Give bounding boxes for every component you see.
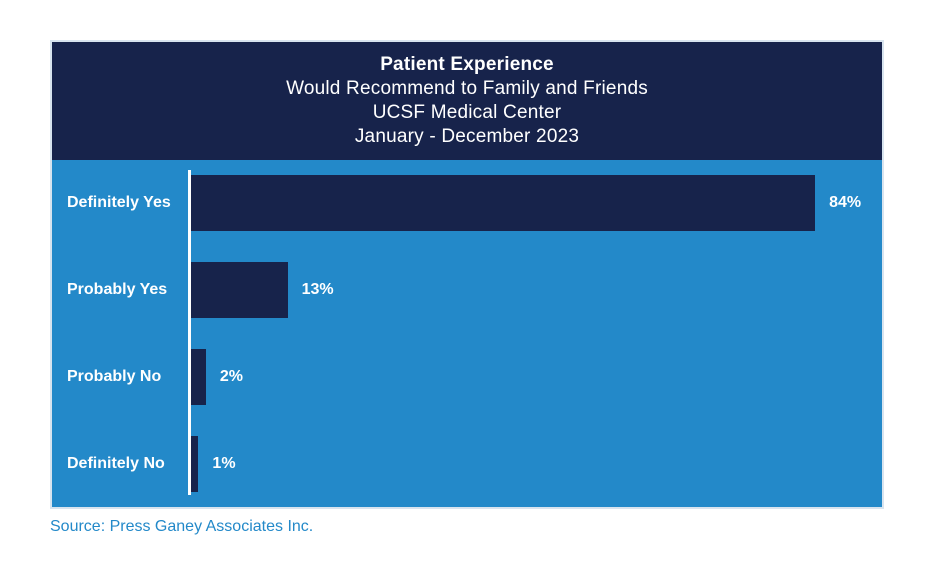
chart-row: Definitely No 1% — [52, 420, 882, 507]
plot-area: Definitely Yes 84% Probably Yes 13% Probably… — [52, 160, 882, 507]
category-label: Probably No — [67, 367, 162, 385]
chart-subtitle-3: January - December 2023 — [354, 126, 580, 147]
source-caption: Source: Press Ganey Associates Inc. — [50, 518, 314, 535]
bar — [191, 348, 206, 405]
bar-area: 2% — [191, 348, 882, 405]
category-label: Probably Yes — [67, 281, 168, 299]
bar-area: 1% — [191, 435, 882, 492]
category-label: Definitely No — [67, 454, 165, 472]
chart-row: Definitely Yes 84% — [52, 160, 882, 247]
value-label: 13% — [301, 281, 334, 299]
bar — [191, 262, 288, 319]
chart-subtitle-2: UCSF Medical Center — [372, 102, 562, 123]
value-label: 2% — [219, 367, 243, 385]
chart-block: Patient Experience Would Recommend to Fa… — [50, 40, 884, 509]
chart-row: Probably No 2% — [52, 334, 882, 421]
value-label: 84% — [829, 194, 862, 212]
bar — [191, 175, 816, 232]
category-label: Definitely Yes — [67, 194, 171, 212]
bar — [191, 435, 199, 492]
chart-title: Patient Experience — [380, 54, 554, 75]
value-label: 1% — [212, 454, 236, 472]
bar-rows: Definitely Yes 84% Probably Yes 13% Probably… — [52, 160, 882, 507]
chart-subtitle-1: Would Recommend to Family and Friends — [286, 78, 648, 99]
y-axis-line — [188, 170, 191, 495]
chart-title-block: Patient Experience Would Recommend to Fa… — [52, 42, 882, 160]
bar-area: 13% — [191, 262, 882, 319]
bar-area: 84% — [191, 175, 882, 232]
chart-row: Probably Yes 13% — [52, 247, 882, 334]
